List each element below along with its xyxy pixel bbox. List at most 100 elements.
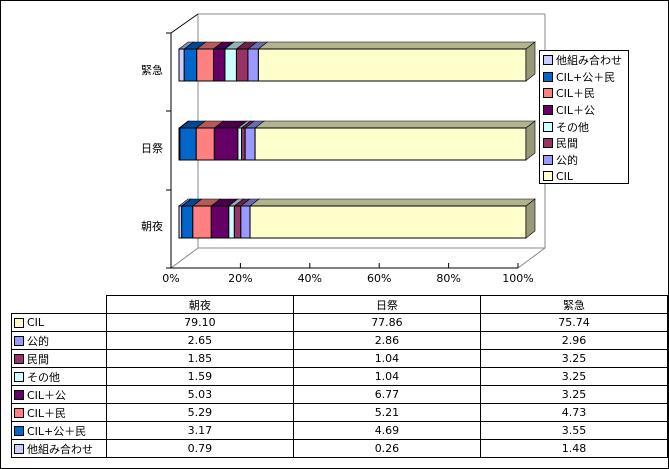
table-cell: 79.10 <box>105 313 294 332</box>
legend-key-swatch <box>14 443 24 454</box>
table-cell: 3.25 <box>479 349 668 368</box>
table-header-row: 朝夜 日祭 緊急 <box>11 295 668 314</box>
row-label: CIL＋公 <box>27 388 67 402</box>
bar-segment-CIL＋民 <box>195 127 215 161</box>
legend-swatch <box>543 55 553 66</box>
bar-segment-CIL+公＋民 <box>181 205 194 239</box>
plot-area: 朝夜 日祭 緊急 0% 20% 40% 60% 80% 100% <box>141 13 546 285</box>
table-row: その他 1.59 1.04 3.25 <box>11 367 668 386</box>
bar-side <box>525 41 536 82</box>
bar-segment-CIL＋公 <box>213 127 239 161</box>
legend-key-swatch <box>14 389 24 400</box>
bar-segment-CIL＋民 <box>196 48 214 82</box>
table-cell: 1.04 <box>292 367 481 386</box>
bar-group-日祭 <box>178 120 536 161</box>
legend-key-swatch <box>14 425 24 436</box>
data-table: 朝夜 日祭 緊急 CIL 79.10 77.86 75.74 公的 2.65 2.86 2.96 民間… <box>11 295 668 458</box>
legend-item: 民間 <box>540 135 628 152</box>
bar-segment-民間 <box>241 127 246 161</box>
legend-key-swatch <box>14 353 24 364</box>
row-label: 他組み合わせ <box>27 442 93 456</box>
table-cell: 5.29 <box>105 403 294 422</box>
category-label: 日祭 <box>141 142 163 155</box>
legend-label: 民間 <box>556 137 578 151</box>
legend-item: 公的 <box>540 152 628 169</box>
row-label: CIL <box>27 316 45 329</box>
legend-label: CIL＋民 <box>556 87 596 101</box>
bar-segment-公的 <box>244 127 256 161</box>
legend-label: 公的 <box>556 153 578 167</box>
floor-right-diagonal <box>517 247 546 269</box>
bar-group-朝夜 <box>178 198 536 239</box>
bar-segment-CIL＋公 <box>212 48 226 82</box>
table-row: 公的 2.65 2.86 2.96 <box>11 331 668 350</box>
x-tick-label: 80% <box>436 272 460 285</box>
legend-label: CIL＋公 <box>556 104 596 118</box>
table-row: CIL＋公 5.03 6.77 3.25 <box>11 385 668 404</box>
bar-segment-CIL <box>249 205 527 239</box>
bar-segment-公的 <box>247 48 259 82</box>
bar-segment-その他 <box>237 127 243 161</box>
bar-top-CIL <box>249 198 536 207</box>
table-cell: 5.03 <box>105 385 294 404</box>
table-cell: 1.59 <box>105 367 294 386</box>
legend-swatch <box>543 171 553 182</box>
bar-segment-その他 <box>228 205 235 239</box>
category-label: 朝夜 <box>141 219 163 233</box>
table-row: CIL 79.10 77.86 75.74 <box>11 313 668 332</box>
bar-segment-民間 <box>233 205 242 239</box>
row-label: CIL+公＋民 <box>27 424 87 438</box>
row-label: 公的 <box>27 334 49 348</box>
bar-side <box>525 120 536 161</box>
legend-item: その他 <box>540 118 628 135</box>
legend-key-swatch <box>14 407 24 418</box>
bar-segment-民間 <box>235 48 249 82</box>
table-cell: 3.25 <box>479 385 668 404</box>
table-cell: 1.85 <box>105 349 294 368</box>
floor-left-diagonal <box>170 247 199 269</box>
bar-segment-CIL <box>257 48 527 82</box>
legend-swatch <box>543 71 553 82</box>
legend-swatch <box>543 154 553 165</box>
legend-swatch <box>543 138 553 149</box>
legend-label: その他 <box>556 120 589 134</box>
legend-item: 他組み合わせ <box>540 52 628 69</box>
legend-swatch <box>543 88 553 99</box>
row-label: その他 <box>27 370 60 384</box>
bar-segment-CIL+公＋民 <box>183 48 198 82</box>
bar-group-緊急 <box>178 41 536 82</box>
category-label: 緊急 <box>141 63 163 77</box>
table-cell: 6.77 <box>292 385 481 404</box>
table-row: 民間 1.85 1.04 3.25 <box>11 349 668 368</box>
table-cell: 4.73 <box>479 403 668 422</box>
bar-segment-CIL＋公 <box>210 205 230 239</box>
table-cell: 3.55 <box>479 421 668 440</box>
legend-key-swatch <box>14 335 24 346</box>
bar-segment-公的 <box>240 205 251 239</box>
axis-top-diagonal <box>170 13 199 34</box>
legend-label: CIL+公＋民 <box>556 70 616 84</box>
bar-side <box>525 198 536 239</box>
table-cell: 75.74 <box>479 313 668 332</box>
legend-label: CIL <box>556 169 574 183</box>
table-header-cell: 朝夜 <box>105 295 294 314</box>
table-cell: 2.96 <box>479 331 668 350</box>
x-tick-label: 40% <box>298 272 322 285</box>
table-row: CIL＋民 5.29 5.21 4.73 <box>11 403 668 422</box>
table-cell: 4.69 <box>292 421 481 440</box>
table-cell: 77.86 <box>292 313 481 332</box>
row-label: CIL＋民 <box>27 406 67 420</box>
table-cell: 0.79 <box>105 439 294 458</box>
table-cell: 0.26 <box>292 439 481 458</box>
x-tick-label: 60% <box>367 272 391 285</box>
legend-key-swatch <box>14 317 24 328</box>
bar-segment-CIL <box>254 127 527 161</box>
x-tick-label: 20% <box>228 272 252 285</box>
bar-segment-CIL+公＋民 <box>179 127 197 161</box>
table-cell: 1.48 <box>479 439 668 458</box>
row-label: 民間 <box>27 352 49 366</box>
table-cell: 3.17 <box>105 421 294 440</box>
bar-segment-その他 <box>224 48 237 82</box>
table-row: CIL+公＋民 3.17 4.69 3.55 <box>11 421 668 440</box>
